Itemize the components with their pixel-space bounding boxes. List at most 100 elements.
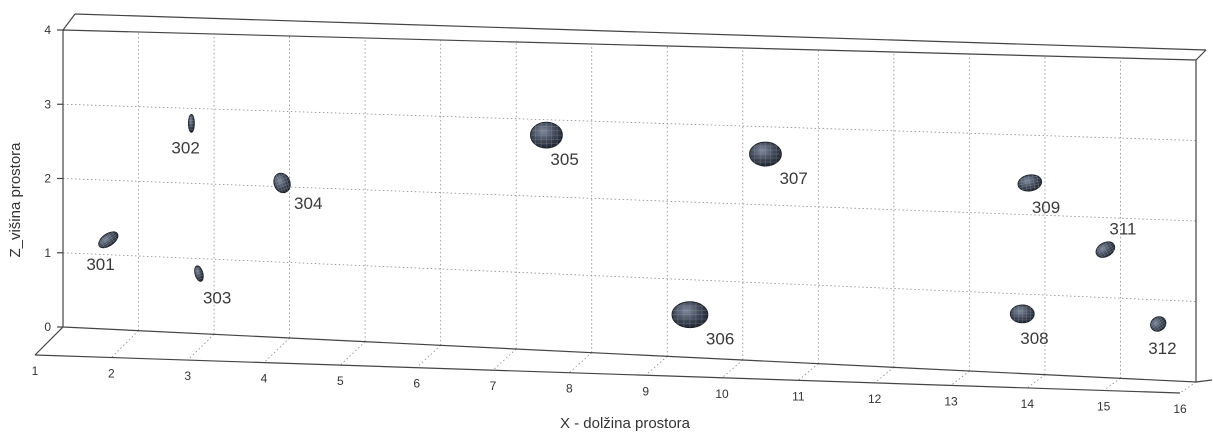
mesh-line [281,173,288,191]
mesh-line [107,232,115,243]
z-tick-label: 2 [44,172,51,186]
floor-grid-line [1027,374,1046,389]
data-point [1150,316,1167,332]
x-tick-label: 7 [490,379,497,393]
point-label: 303 [203,289,231,308]
point-label: 304 [294,194,322,213]
z-tick-label: 3 [44,97,51,111]
floor-grid-line [187,334,215,361]
mesh-line [1153,321,1166,331]
point-label: 302 [171,138,199,157]
x-tick-label: 3 [184,369,191,383]
mesh-line [111,231,118,240]
x-tick-label: 12 [868,392,882,406]
data-point [671,301,709,329]
mesh-line [1101,249,1115,258]
point-label: 311 [1109,220,1136,239]
mesh-line [1021,186,1040,190]
floor-grid-line [569,352,593,374]
grid-line-z [62,103,1197,141]
point-label: 306 [706,330,734,349]
floor-grid-line [721,359,744,379]
right-top-edge [1195,49,1207,61]
x-tick-label: 9 [642,384,649,398]
mesh-line [1159,316,1166,326]
data-point [1017,174,1043,192]
left-floor-edge [34,326,64,356]
mesh-line [1104,242,1112,254]
point-label: 309 [1032,198,1060,217]
x-tick-label: 6 [413,377,420,391]
z-axis-label: Z_višina prostora [7,142,24,258]
z-tick-label: 0 [44,320,51,334]
mesh-line [284,174,290,189]
data-point [194,265,204,282]
left-top-edge [62,13,76,31]
x-tick-labels: 1 2 3 4 5 6 7 8 9 10 11 12 13 14 15 16 [32,364,1187,416]
mesh-line [1036,175,1039,188]
x-tick-label: 15 [1097,399,1111,413]
x-tick-label: 13 [944,394,958,408]
x-axis-label: X - dolžina prostora [560,415,691,432]
top-front-edge [74,13,1207,51]
point-label: 308 [1020,329,1048,348]
grid-lines [34,32,1197,394]
floor-grid-line [1103,378,1121,391]
mesh-line [1156,316,1165,328]
data-point [1009,304,1035,324]
x-tick-label: 11 [792,389,805,403]
data-point [98,231,119,249]
point-label: 301 [86,255,114,274]
data-points: 301 302 303 304 305 306 307 308 309 311 312 [86,113,1177,358]
floor-grid-line [416,345,441,368]
mesh-line [194,269,202,273]
mesh-line [1032,174,1036,190]
mesh-line [1155,324,1166,332]
mesh-line [1019,183,1042,188]
x-tick-label: 10 [715,387,729,401]
z-tick-label: 4 [44,23,51,37]
mesh-line [194,267,201,270]
x-tick-label: 2 [108,367,115,381]
floor-grid-line [263,337,290,363]
mesh-line [197,277,204,280]
front-floor-edge [34,354,1181,394]
floor-grid-line [111,330,139,358]
mesh-line [278,186,290,192]
z-tick-label: 1 [44,246,51,260]
mesh-line [100,235,119,248]
mesh-line [103,238,118,248]
axes-box [34,13,1213,394]
floor-grid-line [492,348,517,371]
data-point [1095,241,1116,258]
floor-grid-line [798,363,819,381]
right-floor-edge [1195,379,1213,383]
data-point [188,113,195,133]
mesh-line [1108,241,1114,251]
x-tick-label: 8 [566,382,573,396]
x-tick-label: 14 [1021,397,1035,411]
mesh-line [195,272,203,275]
grid-line-z [62,178,1197,222]
floor-grid-line [950,370,970,386]
floor-grid-line [1179,381,1197,394]
x-tick-label: 16 [1173,402,1187,416]
mesh-line [1098,246,1115,257]
floor-grid-line [874,367,895,384]
x-tick-label: 1 [32,364,39,378]
x-tick-label: 4 [261,372,268,386]
point-label: 312 [1148,339,1176,358]
z-tick-labels: 0 1 2 3 4 [44,23,51,334]
data-point [749,141,782,167]
point-label: 307 [779,169,807,188]
mesh-line [276,183,291,189]
mesh-line [195,275,204,278]
grid-line-z [62,252,1197,302]
floor-grid-line [340,341,366,366]
data-point [530,121,563,149]
floor-grid-line [645,356,668,376]
data-point [273,172,291,194]
point-label: 305 [550,150,578,169]
x-tick-label: 5 [337,374,344,388]
